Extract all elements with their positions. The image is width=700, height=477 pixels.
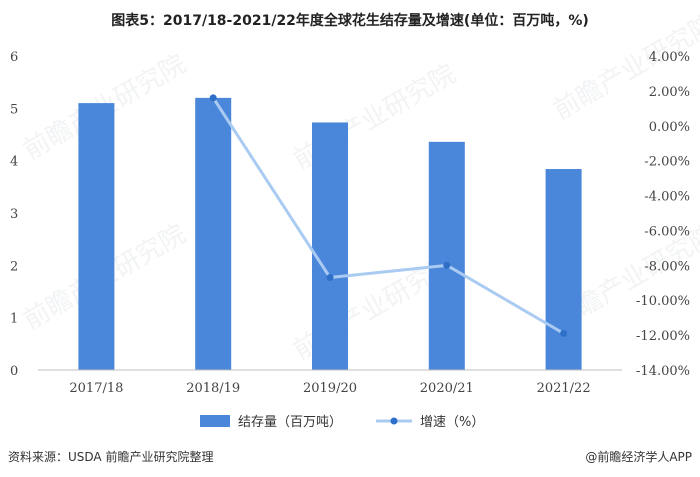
growth-point — [443, 261, 451, 269]
right-tick-label: 2.00% — [649, 85, 690, 100]
left-tick-label: 6 — [10, 50, 18, 65]
x-tick-label: 2018/19 — [186, 381, 240, 396]
right-tick-label: -8.00% — [644, 259, 690, 274]
left-tick-label: 4 — [10, 155, 18, 170]
right-tick-label: -10.00% — [636, 294, 690, 309]
left-tick-label: 5 — [10, 102, 18, 117]
right-axis-ticks: -14.00% -12.00% -10.00% -8.00% -6.00% -4.00% -… — [636, 50, 690, 379]
growth-point — [326, 274, 334, 282]
right-tick-label: -12.00% — [636, 329, 690, 344]
legend-line-marker — [390, 417, 398, 425]
x-tick-label: 2019/20 — [303, 381, 357, 396]
right-tick-label: -6.00% — [644, 224, 690, 239]
left-tick-label: 1 — [10, 312, 18, 327]
legend-bar-label: 结存量（百万吨） — [238, 415, 342, 430]
watermark-text: 前瞻产业研究院 — [549, 9, 700, 126]
bar — [78, 103, 115, 370]
growth-line — [209, 94, 568, 337]
brand-credit: @前瞻经济学人APP — [585, 450, 692, 464]
x-tick-label: 2020/21 — [420, 381, 474, 396]
x-tick-label: 2021/22 — [537, 381, 591, 396]
bar — [312, 122, 348, 370]
bar — [545, 169, 582, 370]
chart-title: 图表5：2017/18-2021/22年度全球花生结存量及增速(单位：百万吨，%… — [111, 13, 589, 29]
bar — [428, 141, 465, 370]
right-tick-label: 0.00% — [649, 120, 690, 135]
growth-line-path — [211, 97, 565, 335]
growth-point — [209, 94, 217, 102]
right-tick-label: 4.00% — [649, 50, 690, 65]
bar — [195, 97, 232, 370]
right-tick-label: -14.00% — [636, 364, 690, 379]
left-tick-label: 2 — [10, 259, 18, 274]
legend-line-label: 增速（%） — [420, 415, 484, 430]
legend-bar-swatch — [200, 415, 230, 427]
growth-point — [560, 329, 568, 337]
x-tick-label: 2017/18 — [69, 381, 123, 396]
legend: 结存量（百万吨） 增速（%） — [200, 415, 484, 430]
watermarks: 前瞻产业研究院前瞻产业研究院前瞻产业研究院前瞻产业研究院前瞻产业研究院前瞻产业研… — [19, 9, 700, 366]
right-tick-label: -4.00% — [644, 190, 690, 205]
right-tick-label: -2.00% — [644, 155, 690, 170]
source-note: 资料来源：USDA 前瞻产业研究院整理 — [8, 450, 214, 464]
left-axis-ticks: 0 1 2 3 4 5 6 — [10, 50, 18, 379]
x-axis-ticks: 2017/18 2018/19 2019/20 2020/21 2021/22 — [69, 381, 590, 396]
left-tick-label: 0 — [10, 364, 18, 379]
left-tick-label: 3 — [10, 207, 18, 222]
